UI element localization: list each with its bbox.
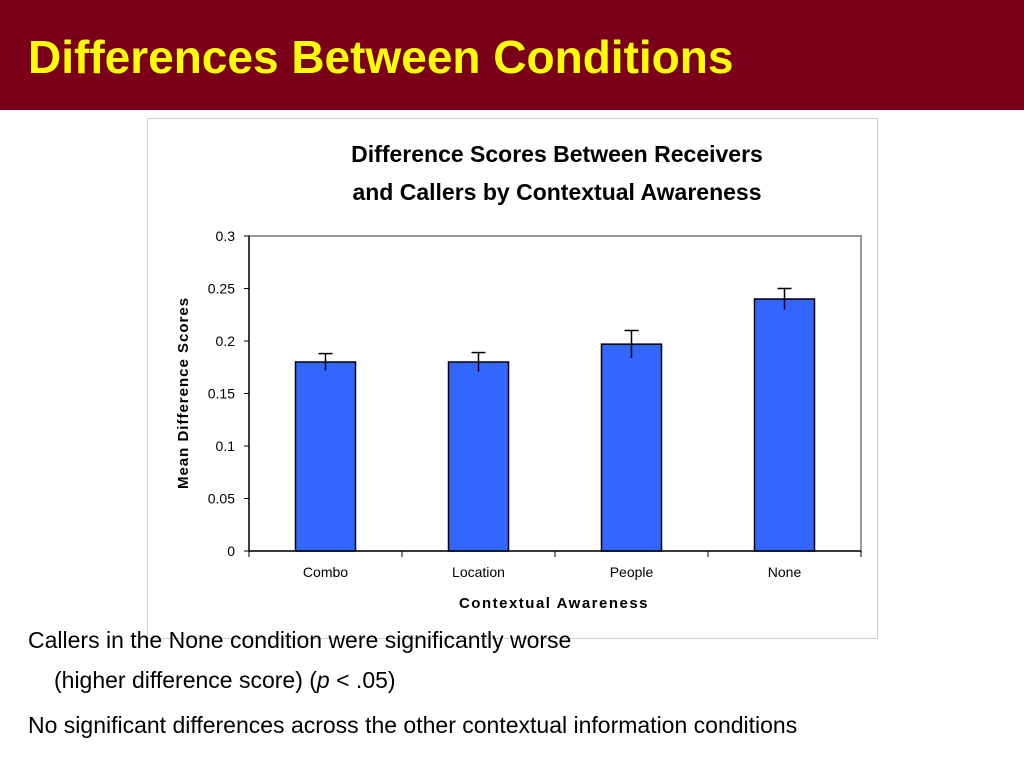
slide-header: Differences Between Conditions: [0, 0, 1024, 110]
y-tick-label: 0.2: [216, 333, 236, 349]
slide-title: Differences Between Conditions: [28, 31, 734, 83]
plot-area: 0 0.05 0.1 0.15 0.2 0.25 0.3 Combo Location Peopl…: [208, 228, 862, 580]
x-tick-label: Combo: [303, 564, 348, 580]
y-tick-label: 0.05: [208, 491, 235, 507]
x-tick-label: Location: [452, 564, 505, 580]
y-tick-label: 0.25: [208, 281, 235, 297]
bullet-1-suffix: < .05): [329, 667, 396, 693]
y-axis-label: Mean Difference Scores: [175, 297, 192, 489]
bullet-1-line-2: (higher difference score) (p < .05): [54, 667, 396, 694]
chart-frame: Difference Scores Between Receivers and …: [147, 118, 878, 639]
bar-location: [447, 361, 510, 552]
bar-combo: [294, 361, 357, 552]
y-tick-label: 0.1: [216, 438, 236, 454]
bar-none: [753, 298, 816, 552]
y-tick-label: 0: [227, 543, 235, 559]
bullet-2: No significant differences across the ot…: [28, 712, 798, 738]
x-tick-label: People: [610, 564, 654, 580]
bullet-1-line-1: Callers in the None condition were signi…: [28, 627, 572, 653]
bullet-1-p-italic: p: [316, 667, 330, 693]
bullet-1-prefix: (higher difference score) (: [54, 667, 317, 693]
chart-title-line-2: and Callers by Contextual Awareness: [352, 179, 761, 205]
bar-people: [600, 343, 663, 552]
y-tick-label: 0.15: [208, 386, 235, 402]
bar-chart: Difference Scores Between Receivers and …: [175, 141, 862, 612]
x-axis-label: Contextual Awareness: [459, 595, 649, 612]
y-tick-label: 0.3: [216, 228, 236, 244]
x-tick-label: None: [768, 564, 802, 580]
chart-title-line-1: Difference Scores Between Receivers: [351, 141, 763, 167]
